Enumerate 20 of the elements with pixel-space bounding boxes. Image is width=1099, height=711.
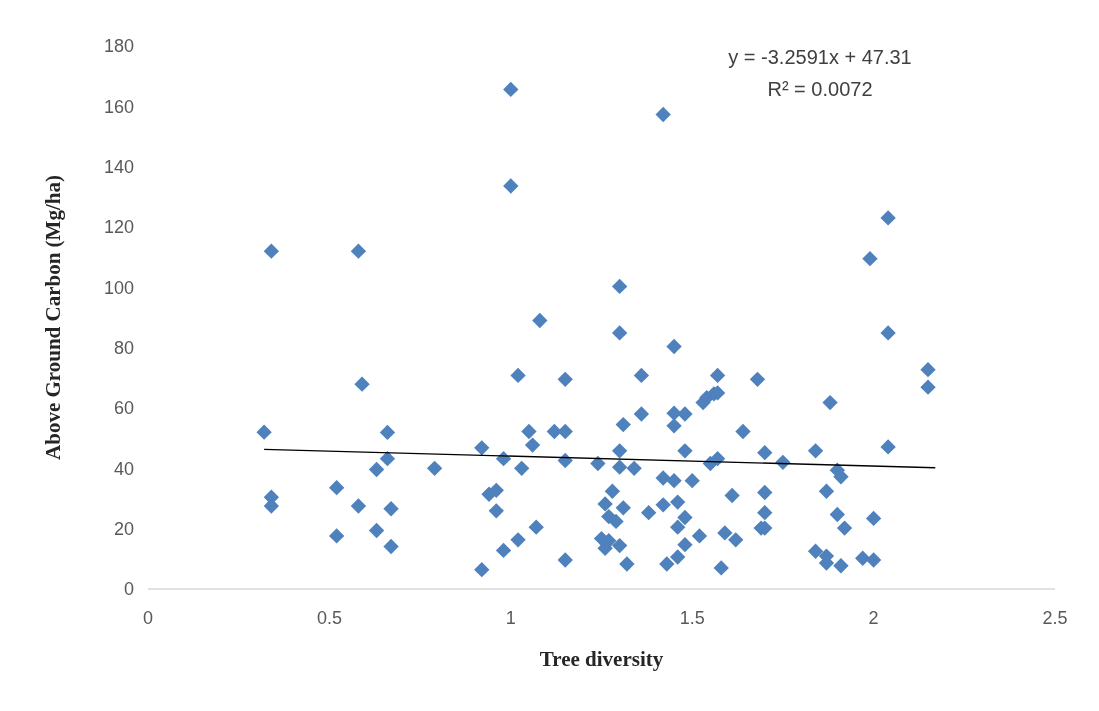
y-tick-label: 140 xyxy=(103,156,134,177)
y-tick-label: 60 xyxy=(113,398,134,419)
y-tick-label: 20 xyxy=(113,518,134,539)
annotation: y = -3.2591x + 47.31 xyxy=(728,46,912,68)
y-tick-label: 80 xyxy=(113,337,134,358)
y-tick-label: 180 xyxy=(103,36,134,57)
x-tick-label: 0 xyxy=(142,608,154,628)
x-tick-label: 2 xyxy=(868,608,879,628)
y-tick-label: 40 xyxy=(113,458,134,479)
x-tick-label: 0.5 xyxy=(316,608,342,628)
y-tick-label: 120 xyxy=(103,217,134,238)
y-axis-title: Above Ground Carbon (Mg/ha) xyxy=(41,175,65,460)
annotation: R² = 0.0072 xyxy=(767,78,873,100)
x-tick-label: 1.5 xyxy=(679,608,705,628)
y-tick-label: 100 xyxy=(103,277,134,298)
x-tick-label: 2.5 xyxy=(1042,608,1068,628)
y-tick-label: 0 xyxy=(123,579,134,600)
y-tick-label: 160 xyxy=(103,96,134,117)
x-axis-title: Tree diversity xyxy=(539,647,664,671)
x-tick-label: 1 xyxy=(505,608,516,628)
